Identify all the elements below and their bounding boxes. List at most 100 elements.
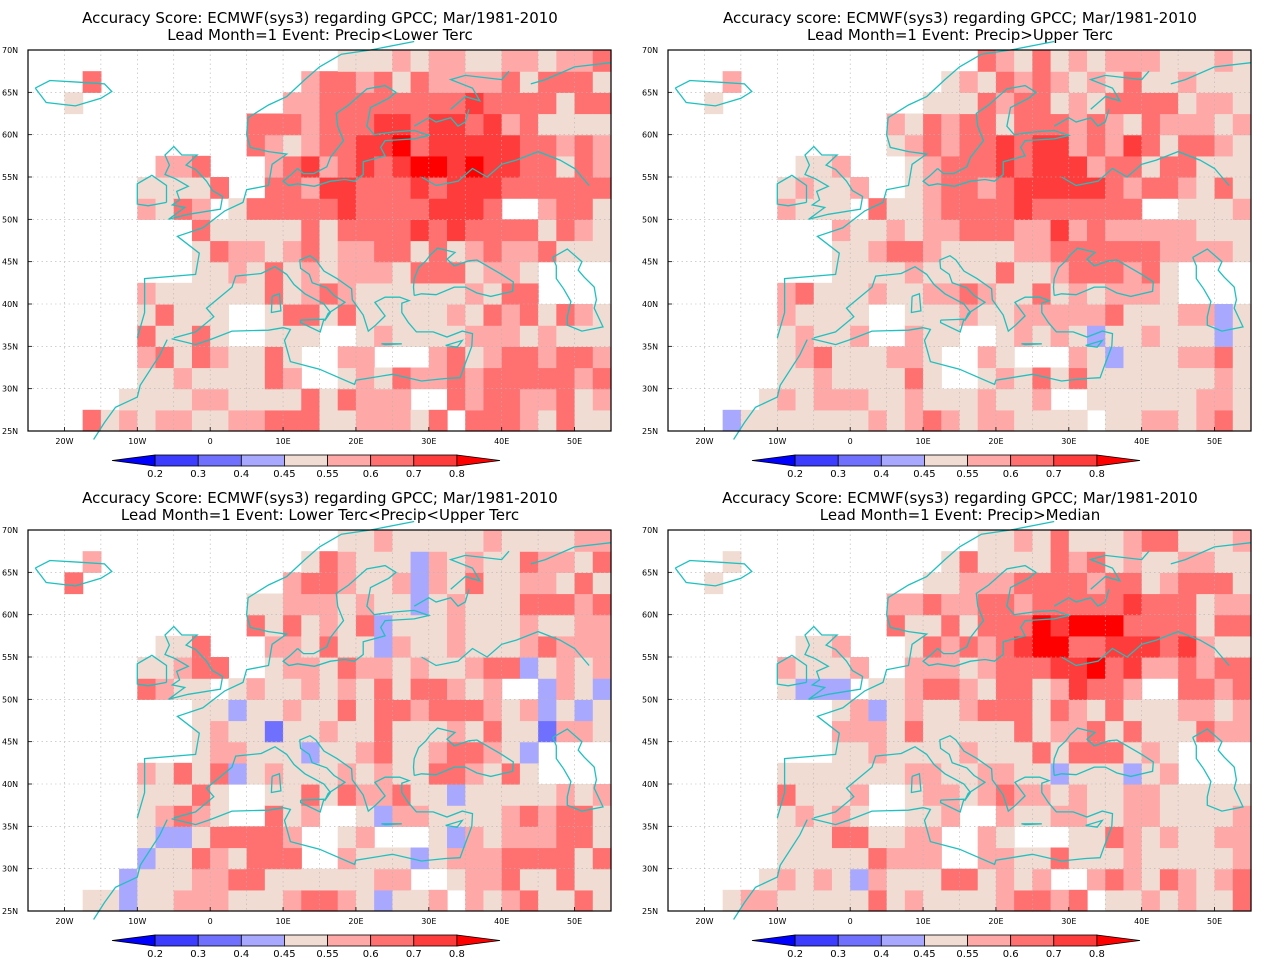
map-cell (301, 657, 321, 679)
map-cell (501, 720, 521, 743)
map-cell (1232, 71, 1252, 93)
map-cell (1232, 409, 1252, 432)
map-cell (228, 261, 248, 284)
colorbar-label: 0.2 (147, 949, 163, 960)
map-cell (959, 134, 979, 157)
map-cell (538, 409, 557, 432)
map-cell (465, 409, 485, 432)
lon-label: 20W (695, 437, 713, 446)
coastline (776, 174, 808, 207)
map-cell (574, 699, 594, 722)
map-cell (722, 71, 742, 93)
coastline (421, 630, 590, 667)
map-cell (264, 155, 284, 178)
map-cell (941, 699, 961, 722)
map-cell (977, 593, 997, 616)
map-cell (556, 826, 576, 849)
map-cell (1032, 720, 1052, 743)
map-cell (722, 551, 742, 573)
map-cell (1105, 784, 1125, 806)
map-cell (191, 826, 211, 849)
map-cell (1123, 409, 1143, 432)
map-cell (82, 889, 102, 912)
panel-above-median: Accuracy Score: ECMWF(sys3) regarding GP… (640, 480, 1280, 960)
map-cell (868, 282, 888, 305)
colorbar: 0.2 0.3 0.4 0.45 0.55 0.6 0.7 0.8 (111, 454, 501, 480)
map-cell (1232, 551, 1252, 573)
map-cell (264, 113, 284, 136)
map-cell (1014, 699, 1033, 722)
map-cell (1050, 720, 1070, 743)
lon-label: 0 (848, 437, 853, 446)
map-cell (1232, 50, 1252, 72)
map-cell (428, 720, 448, 743)
map-cell (1050, 699, 1070, 722)
map-cell (264, 346, 284, 369)
map-cell (355, 530, 375, 552)
map-cell (392, 325, 412, 347)
panel-title: Accuracy Score: ECMWF(sys3) regarding GP… (722, 489, 1198, 507)
map-cell (1159, 325, 1179, 347)
map-cell (1196, 113, 1216, 136)
map-cell (556, 50, 576, 72)
graticule (668, 530, 1251, 911)
map-cell (1014, 50, 1033, 72)
map-cell (886, 261, 906, 284)
map-cell (191, 741, 211, 764)
coastline (1021, 343, 1042, 346)
map-cell (777, 657, 797, 679)
map-cell (795, 282, 815, 305)
colorbar-label: 0.45 (913, 949, 935, 960)
map-cell (923, 304, 942, 326)
map-cell (1050, 177, 1070, 199)
map-cell (777, 678, 797, 700)
map-cell (556, 847, 576, 870)
map-cell (501, 593, 521, 616)
lat-label: 55N (2, 173, 18, 182)
map-cell (428, 304, 448, 326)
map-cell (995, 551, 1015, 573)
map-cell (447, 572, 466, 595)
map-cell (155, 762, 175, 785)
map-cell (246, 868, 266, 891)
map-cell (374, 50, 393, 72)
map-cell (1050, 71, 1070, 93)
map-cell (1068, 325, 1088, 347)
map-cell (483, 367, 503, 390)
map-cell (1178, 50, 1197, 72)
map-cell (1214, 134, 1234, 157)
lat-label: 60N (2, 611, 18, 620)
map-cell (483, 572, 503, 595)
map-cell (1232, 889, 1252, 912)
coastlines (34, 520, 612, 920)
map-cell (1050, 847, 1070, 870)
map-cell (868, 261, 888, 284)
map-cell (1196, 409, 1216, 432)
map-cell (1068, 720, 1088, 743)
map-cell (1032, 551, 1052, 573)
map-cell (1105, 71, 1125, 93)
colorbar-label: 0.45 (913, 469, 935, 480)
map-cell (191, 282, 211, 305)
map-cell (941, 614, 961, 637)
coastline (922, 564, 1072, 667)
map-cell (1232, 367, 1252, 390)
map-cell (428, 530, 448, 552)
map-cell (410, 219, 430, 242)
map-cell (1014, 889, 1033, 912)
map-cell (483, 304, 503, 326)
map-cell (137, 388, 157, 411)
map-cell (483, 762, 503, 785)
map-cell (283, 113, 302, 136)
map-cell (483, 847, 503, 870)
map-cell (501, 826, 521, 849)
map-cell (1141, 409, 1161, 432)
map-cell (1087, 784, 1106, 806)
map-cell (941, 240, 961, 263)
map-cell (538, 346, 557, 369)
map-cell (831, 847, 851, 870)
map-cell (904, 614, 924, 637)
map-cell (483, 614, 503, 637)
map-cell (1178, 889, 1197, 912)
map-cell (137, 657, 157, 679)
